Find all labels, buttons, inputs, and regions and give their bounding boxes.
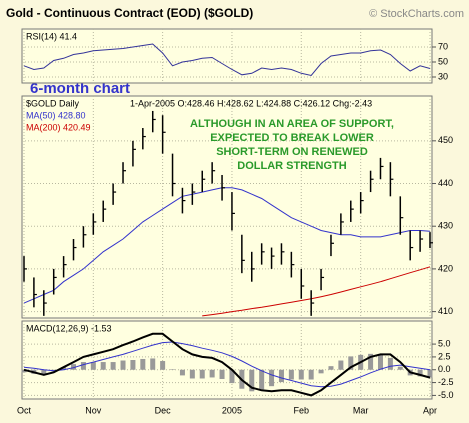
histogram-bar [417, 369, 423, 377]
histogram-bar [348, 356, 354, 370]
y-tick-label: 410 [438, 306, 453, 316]
panel [21, 320, 433, 400]
x-tick-label: Nov [85, 405, 102, 415]
x-tick-label: Feb [294, 405, 310, 415]
histogram-bar [140, 358, 146, 370]
annotation: 6-month chart [30, 80, 130, 97]
histogram-bar [308, 369, 314, 380]
y-tick-label: 440 [438, 178, 453, 188]
histogram-bar [298, 369, 304, 380]
histogram-bar [150, 358, 156, 370]
histogram-bar [318, 369, 324, 374]
panel-title: $GOLD Daily [26, 98, 80, 108]
histogram-bar [278, 369, 284, 383]
histogram-bar [427, 369, 433, 378]
ma-line [202, 266, 431, 317]
panel [21, 95, 433, 319]
panel-title: RSI(14) 41.4 [26, 31, 77, 41]
y-tick-label: 2.5 [438, 351, 451, 361]
macd-line [23, 332, 431, 397]
histogram-bar [130, 360, 136, 370]
x-tick-label: Dec [155, 405, 172, 415]
panel [21, 28, 433, 84]
y-tick-label: 0.0 [438, 364, 451, 374]
y-tick-label: -2.5 [438, 377, 454, 387]
histogram-bar [269, 369, 275, 387]
histogram-bar [368, 353, 374, 370]
legend-label: MA(50) 428.80 [26, 110, 86, 120]
annotation: SHORT-TERM ON RENEWED [216, 146, 368, 158]
histogram-bar [288, 369, 294, 380]
y-tick-label: 420 [438, 263, 453, 273]
y-tick-label: 5.0 [438, 338, 451, 348]
y-tick-label: 70 [438, 41, 448, 51]
histogram-bar [219, 369, 225, 379]
histogram-bar [160, 361, 166, 370]
histogram-bar [41, 369, 47, 375]
histogram-bar [387, 357, 393, 370]
histogram-bar [249, 369, 255, 392]
histogram-bar [338, 360, 344, 370]
histogram-bar [229, 369, 235, 384]
y-tick-label: -5.0 [438, 390, 454, 400]
histogram-bar [189, 369, 195, 379]
x-tick-label: Oct [17, 405, 32, 415]
histogram-bar [179, 369, 185, 376]
histogram-bar [209, 369, 215, 378]
histogram-bar [90, 362, 96, 370]
histogram-bar [21, 369, 27, 373]
y-tick-label: 430 [438, 221, 453, 231]
annotation: EXPECTED TO BREAK LOWER [210, 132, 374, 144]
histogram-bar [80, 362, 86, 370]
annotation: DOLLAR STRENGTH [237, 160, 346, 172]
histogram-bar [377, 354, 383, 370]
y-tick-label: 30 [438, 71, 448, 81]
histogram-bar [110, 362, 116, 370]
rsi-line [23, 43, 431, 77]
histogram-bar [61, 367, 67, 370]
signal-line [23, 341, 431, 388]
histogram-bar [120, 360, 126, 370]
histogram-bar [199, 369, 205, 379]
y-tick-label: 50 [438, 56, 448, 66]
histogram-bar [397, 366, 403, 370]
credit: © StockCharts.com [369, 8, 464, 20]
annotation: ALTHOUGH IN AN AREA OF SUPPORT, [190, 118, 394, 130]
legend-label: MA(200) 420.49 [26, 122, 91, 132]
histogram-bar [170, 369, 176, 370]
ma-line [23, 187, 431, 304]
histogram-bar [328, 366, 334, 370]
x-tick-label: Mar [353, 405, 369, 415]
y-tick-label: 450 [438, 135, 453, 145]
subtitle: 1-Apr-2005 O:428.46 H:428.62 L:424.88 C:… [130, 98, 372, 108]
x-tick-label: 2005 [222, 405, 242, 415]
histogram-bar [71, 364, 77, 370]
chart-title: Gold - Continuous Contract (EOD) ($GOLD) [6, 6, 253, 20]
panel-title: MACD(12,26,9) -1.53 [26, 323, 112, 333]
x-tick-label: Apr [423, 405, 437, 415]
histogram-bar [100, 362, 106, 370]
histogram-bar [259, 369, 265, 390]
